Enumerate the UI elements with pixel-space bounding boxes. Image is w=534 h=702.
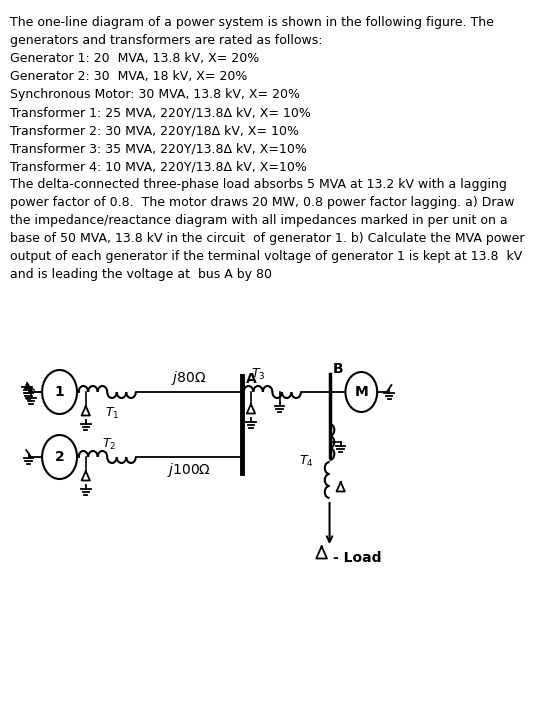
Text: Transformer 2: 30 MVA, 220Y/18Δ kV, X= 10%: Transformer 2: 30 MVA, 220Y/18Δ kV, X= 1…	[10, 124, 299, 137]
Text: A: A	[246, 372, 257, 386]
Text: base of 50 MVA, 13.8 kV in the circuit  of generator 1. b) Calculate the MVA pow: base of 50 MVA, 13.8 kV in the circuit o…	[10, 232, 524, 245]
Text: $T_4$: $T_4$	[299, 453, 313, 468]
Text: 2: 2	[54, 450, 65, 464]
Text: power factor of 0.8.  The motor draws 20 MW, 0.8 power factor lagging. a) Draw: power factor of 0.8. The motor draws 20 …	[10, 196, 514, 209]
Text: The one-line diagram of a power system is shown in the following figure. The: The one-line diagram of a power system i…	[10, 16, 493, 29]
Text: $T_1$: $T_1$	[105, 406, 119, 421]
Text: 1: 1	[54, 385, 65, 399]
Text: The delta-connected three-phase load absorbs 5 MVA at 13.2 kV with a lagging: The delta-connected three-phase load abs…	[10, 178, 506, 191]
Text: $j80\Omega$: $j80\Omega$	[171, 369, 207, 387]
Text: Transformer 1: 25 MVA, 220Y/13.8Δ kV, X= 10%: Transformer 1: 25 MVA, 220Y/13.8Δ kV, X=…	[10, 106, 310, 119]
Text: Transformer 3: 35 MVA, 220Y/13.8Δ kV, X=10%: Transformer 3: 35 MVA, 220Y/13.8Δ kV, X=…	[10, 142, 307, 155]
Text: generators and transformers are rated as follows:: generators and transformers are rated as…	[10, 34, 322, 47]
Text: - Load: - Load	[333, 551, 381, 565]
Text: B: B	[333, 362, 343, 376]
Text: the impedance/reactance diagram with all impedances marked in per unit on a: the impedance/reactance diagram with all…	[10, 214, 507, 227]
Text: Synchronous Motor: 30 MVA, 13.8 kV, X= 20%: Synchronous Motor: 30 MVA, 13.8 kV, X= 2…	[10, 88, 300, 101]
Text: M: M	[355, 385, 368, 399]
Text: and is leading the voltage at  bus A by 80: and is leading the voltage at bus A by 8…	[10, 268, 271, 281]
Text: $T_3$: $T_3$	[251, 367, 265, 382]
Text: Generator 2: 30  MVA, 18 kV, X= 20%: Generator 2: 30 MVA, 18 kV, X= 20%	[10, 70, 247, 83]
Text: $T_2$: $T_2$	[103, 437, 117, 452]
Text: Generator 1: 20  MVA, 13.8 kV, X= 20%: Generator 1: 20 MVA, 13.8 kV, X= 20%	[10, 52, 259, 65]
Text: output of each generator if the terminal voltage of generator 1 is kept at 13.8 : output of each generator if the terminal…	[10, 250, 522, 263]
Text: Transformer 4: 10 MVA, 220Y/13.8Δ kV, X=10%: Transformer 4: 10 MVA, 220Y/13.8Δ kV, X=…	[10, 160, 307, 173]
Text: $j100\Omega$: $j100\Omega$	[167, 461, 211, 479]
